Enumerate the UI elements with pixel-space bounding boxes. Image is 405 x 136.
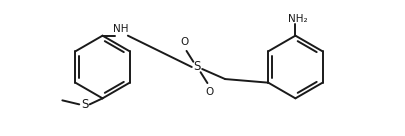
Text: S: S [81,98,88,111]
Text: NH: NH [113,24,128,34]
Text: S: S [193,61,200,73]
Text: O: O [179,37,188,47]
Text: NH₂: NH₂ [287,14,307,24]
Text: O: O [205,87,213,97]
